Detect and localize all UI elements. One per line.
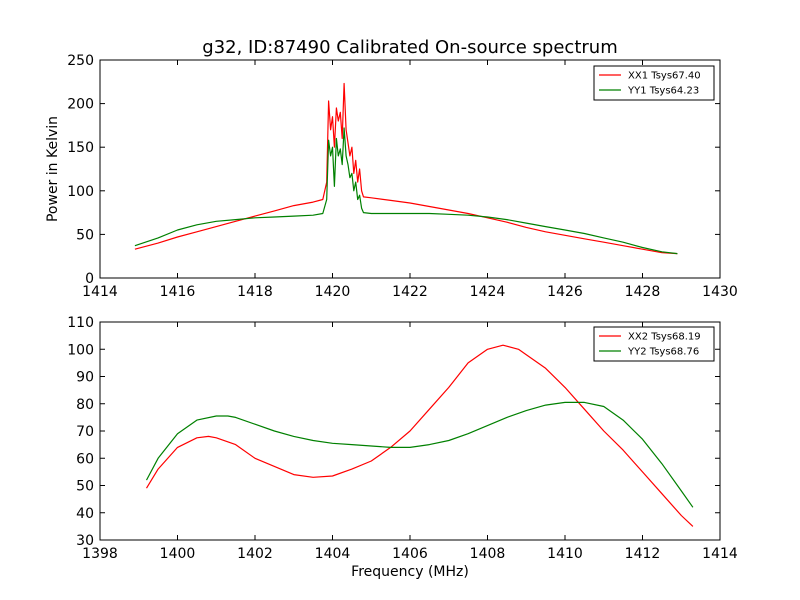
- legend-label: YY2 Tsys68.76: [627, 347, 699, 358]
- legend-label: YY1 Tsys64.23: [627, 86, 699, 97]
- y-tick-label: 100: [67, 342, 94, 358]
- series-line-0-0: [134, 82, 678, 255]
- y-tick-label: 150: [67, 140, 94, 156]
- x-tick-label: 1420: [315, 284, 351, 300]
- x-tick-label: 1406: [392, 546, 428, 562]
- y-tick-label: 90: [76, 370, 94, 386]
- legend-label: XX2 Tsys68.19: [628, 332, 701, 343]
- x-tick-label: 1412: [625, 546, 661, 562]
- chart-title: g32, ID:87490 Calibrated On-source spect…: [202, 37, 617, 58]
- y-tick-label: 50: [76, 227, 94, 243]
- x-tick-label: 1400: [160, 546, 196, 562]
- x-tick-label: 1422: [392, 284, 428, 300]
- y-tick-label: 80: [76, 397, 94, 413]
- x-tick-label: 1424: [470, 284, 506, 300]
- legend-box: [593, 65, 715, 101]
- y-tick-label: 50: [76, 479, 94, 495]
- y-tick-label: 100: [67, 184, 94, 200]
- legend-box: [593, 326, 715, 362]
- x-tick-label: 1414: [82, 284, 118, 300]
- x-tick-label: 1398: [82, 546, 118, 562]
- x-tick-label: 1418: [237, 284, 273, 300]
- y-axis-label: Power in Kelvin: [45, 116, 61, 222]
- top-panel: 1414 1416 1418 1420 1422 1424 1426 1428 1430 0 50 1…: [45, 53, 738, 300]
- x-tick-label: 1410: [547, 546, 583, 562]
- x-tick-label: 1414: [702, 546, 738, 562]
- y-tick-label: 30: [76, 533, 94, 549]
- x-tick-label: 1404: [315, 546, 351, 562]
- series-line-1-0: [145, 344, 694, 527]
- legend-label: XX1 Tsys67.40: [628, 71, 701, 82]
- x-tick-label: 1430: [702, 284, 738, 300]
- y-tick-label: 60: [76, 451, 94, 467]
- x-tick-label: 1416: [160, 284, 196, 300]
- x-tick-label: 1402: [237, 546, 273, 562]
- y-tick-label: 0: [85, 271, 94, 287]
- bottom-panel: 1398 1400 1402 1404 1406 1408 1410 1412 1414 30 40…: [67, 315, 738, 580]
- x-tick-label: 1428: [625, 284, 661, 300]
- x-tick-label: 1408: [470, 546, 506, 562]
- series-line-0-1: [134, 127, 678, 255]
- y-tick-label: 40: [76, 506, 94, 522]
- series-line-1-1: [145, 401, 694, 508]
- x-axis-label: Frequency (MHz): [351, 564, 469, 580]
- y-tick-label: 70: [76, 424, 94, 440]
- y-tick-label: 200: [67, 97, 94, 113]
- x-tick-label: 1426: [547, 284, 583, 300]
- y-tick-label: 250: [67, 53, 94, 69]
- y-tick-label: 110: [67, 315, 94, 331]
